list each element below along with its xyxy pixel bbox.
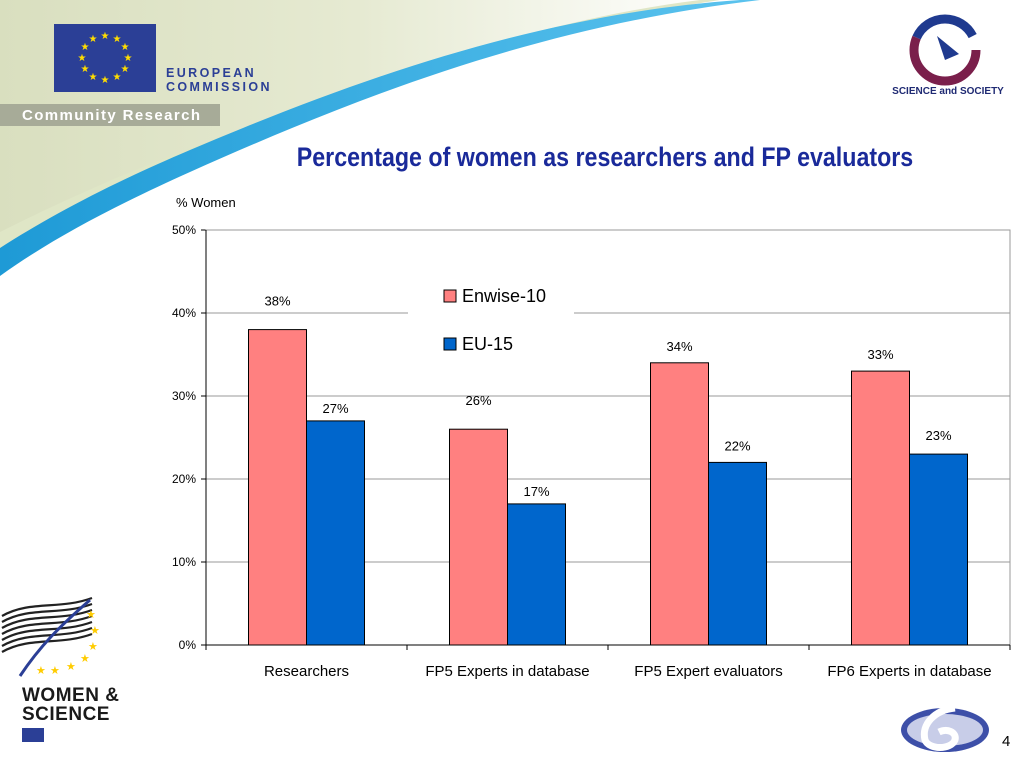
women-line1: WOMEN & <box>22 685 120 706</box>
data-label: 23% <box>925 428 951 443</box>
data-label: 17% <box>523 484 549 499</box>
eu-flag-small-icon <box>22 728 44 742</box>
y-tick-label: 50% <box>172 223 196 237</box>
svg-text:★: ★ <box>86 608 96 621</box>
svg-text:★: ★ <box>66 660 76 673</box>
x-tick-label: FP5 Expert evaluators <box>634 663 782 680</box>
eu-line2: COMMISSION <box>166 80 272 94</box>
page-number: 4 <box>1002 733 1011 750</box>
bar-eu15 <box>909 453 968 646</box>
community-research-label: Community Research <box>22 107 202 124</box>
svg-text:★: ★ <box>89 72 98 83</box>
y-tick-label: 20% <box>172 472 196 486</box>
svg-text:★: ★ <box>101 31 110 42</box>
fp6-logo-icon <box>901 704 989 752</box>
svg-text:★: ★ <box>89 34 98 45</box>
x-tick-label: FP5 Experts in database <box>425 663 589 680</box>
svg-text:★: ★ <box>121 42 130 53</box>
data-label: 22% <box>724 438 750 453</box>
bar-enwise <box>851 370 910 646</box>
x-tick-label: FP6 Experts in database <box>827 663 991 680</box>
women-line2: SCIENCE <box>22 704 110 725</box>
y-tick-label: 10% <box>172 555 196 569</box>
svg-text:★: ★ <box>81 42 90 53</box>
data-label: 34% <box>666 339 692 354</box>
bar-eu15 <box>507 503 566 646</box>
bar-enwise <box>650 362 709 646</box>
svg-text:★: ★ <box>113 34 122 45</box>
svg-text:★: ★ <box>88 640 98 653</box>
legend-label: Enwise-10 <box>462 286 546 306</box>
eu-line1: EUROPEAN <box>166 66 257 80</box>
european-commission-label: EUROPEAN COMMISSION <box>166 66 272 94</box>
svg-text:★: ★ <box>124 53 133 64</box>
svg-text:★: ★ <box>80 652 90 665</box>
slide-title: Percentage of women as researchers and F… <box>296 142 914 172</box>
data-label: 33% <box>867 347 893 362</box>
science-society-label: SCIENCE and SOCIETY <box>892 86 1004 97</box>
y-tick-label: 30% <box>172 389 196 403</box>
eu-flag-logo: ★ ★ ★ ★ ★ ★ ★ ★ ★ ★ ★ ★ <box>54 24 156 92</box>
svg-text:★: ★ <box>121 64 130 75</box>
y-tick-label: 0% <box>179 638 197 652</box>
header-swoosh-graphic <box>0 0 760 276</box>
x-tick-label: Researchers <box>264 663 349 680</box>
women-science-logo-icon: ★★★ ★★★★ <box>1 596 100 677</box>
data-label: 26% <box>465 393 491 408</box>
legend-swatch <box>443 337 457 351</box>
svg-text:★: ★ <box>113 72 122 83</box>
data-label: 27% <box>322 401 348 416</box>
bar-chart: 38% 27% 26% 17% 34% 22% 33% 23% 0% 10% 20% 30% 40% 5… <box>172 195 1011 680</box>
women-science-label: WOMEN & SCIENCE <box>22 686 119 724</box>
svg-text:★: ★ <box>90 624 100 637</box>
legend-label: EU-15 <box>462 334 513 354</box>
svg-text:★: ★ <box>78 53 87 64</box>
bar-eu15 <box>708 461 767 646</box>
y-tick-label: 40% <box>172 306 196 320</box>
bar-enwise <box>248 329 307 646</box>
bar-enwise <box>449 428 508 646</box>
svg-text:★: ★ <box>81 64 90 75</box>
bar-eu15 <box>306 420 365 646</box>
svg-text:★: ★ <box>101 75 110 86</box>
y-axis-label: % Women <box>176 195 236 210</box>
data-label: 38% <box>264 294 290 309</box>
science-society-logo-icon <box>909 14 981 86</box>
chart-legend: Enwise-10 EU-15 <box>408 282 574 360</box>
legend-swatch <box>443 289 457 303</box>
svg-text:★: ★ <box>50 664 60 677</box>
svg-text:★: ★ <box>36 664 46 677</box>
